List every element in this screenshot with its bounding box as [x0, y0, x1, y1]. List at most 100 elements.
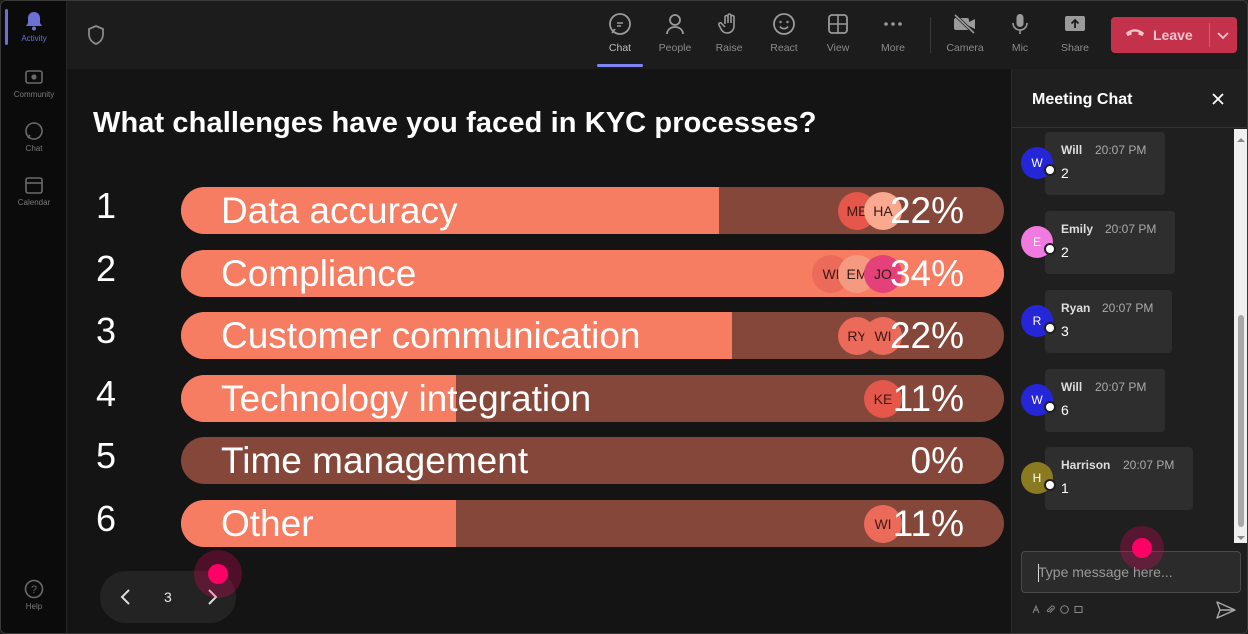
toolbar-label: Share — [1060, 42, 1090, 54]
shield-icon[interactable] — [87, 25, 105, 50]
rail-item-chat[interactable]: Chat — [1, 121, 67, 171]
chevron-down-icon[interactable] — [1215, 27, 1231, 48]
toolbar-share-button[interactable]: Share — [1050, 11, 1100, 61]
format-text-icon[interactable] — [1032, 604, 1041, 616]
chat-message-text: 3 — [1061, 323, 1069, 339]
poll-option-percent: 11% — [892, 503, 964, 544]
poll-option-label: Customer communication — [221, 315, 641, 356]
chevron-left-icon[interactable] — [114, 585, 138, 614]
gif-icon[interactable] — [1074, 605, 1083, 616]
rail-item-calendar[interactable]: Calendar — [1, 175, 67, 225]
camera-off-icon — [952, 11, 978, 37]
voter-avatars: KE — [864, 380, 902, 418]
poll-option-number: 2 — [96, 248, 117, 289]
poll-option-bar: Data accuracy HA ME 22% — [181, 187, 1004, 234]
scroll-down-arrow-icon[interactable] — [1237, 529, 1245, 547]
poll-option-label: Technology integration — [221, 378, 592, 419]
rail-label: Calendar — [17, 198, 51, 207]
toolbar-react-button[interactable]: React — [759, 11, 809, 61]
send-icon[interactable] — [1216, 601, 1236, 624]
presence-status-icon — [1044, 164, 1056, 176]
poll-option-number: 4 — [96, 373, 117, 414]
meeting-toolbar: Chat People Raise React View — [67, 1, 1247, 69]
poll-option-label: Time management — [221, 440, 529, 481]
chat-bubble: Will 20:07 PM 6 — [1045, 369, 1165, 432]
pointer-dot — [208, 564, 228, 584]
avatar[interactable]: R — [1021, 305, 1053, 337]
voter-avatar[interactable]: JO — [864, 255, 902, 293]
mic-icon — [1007, 11, 1033, 37]
chat-message-input[interactable]: Type message here... — [1021, 551, 1241, 593]
voter-avatars: JO EM WI — [812, 255, 902, 293]
svg-text:?: ? — [31, 584, 37, 596]
chat-timestamp: 20:07 PM — [1105, 222, 1157, 236]
scrollbar-thumb[interactable] — [1238, 315, 1244, 527]
voter-avatars: WI RY — [838, 317, 902, 355]
poll-option-bar: Compliance JO EM WI 34% — [181, 250, 1004, 297]
share-icon — [1062, 11, 1088, 37]
presence-status-icon — [1044, 479, 1056, 491]
toolbar-more-button[interactable]: More — [868, 11, 918, 61]
voter-avatar[interactable]: KE — [864, 380, 902, 418]
poll-option-bar: Technology integration KE 11% — [181, 375, 1004, 422]
rail-item-community[interactable]: Community — [1, 67, 67, 117]
phone-hangup-icon — [1125, 26, 1145, 44]
page-number: 3 — [164, 589, 172, 605]
rail-label: Activity — [21, 34, 47, 43]
chat-sender-name: Harrison — [1061, 458, 1111, 472]
chat-bubble: Will 20:07 PM 2 — [1045, 132, 1165, 195]
toolbar-camera-button[interactable]: Camera — [940, 11, 990, 61]
chat-message-text: 6 — [1061, 402, 1069, 418]
chat-message-text: 2 — [1061, 165, 1069, 181]
voter-avatars: WI — [864, 505, 902, 543]
chat-bubble: Emily 20:07 PM 2 — [1045, 211, 1175, 274]
calendar-icon — [24, 175, 44, 195]
toolbar-raise-button[interactable]: Raise — [704, 11, 754, 61]
leave-button[interactable]: Leave — [1111, 17, 1237, 53]
poll-option-percent: 11% — [892, 378, 964, 419]
scroll-up-arrow-icon[interactable] — [1237, 131, 1245, 149]
raise-hand-icon — [716, 11, 742, 37]
poll-option-number: 3 — [96, 310, 117, 351]
toolbar-view-button[interactable]: View — [813, 11, 863, 61]
poll-option-fill — [181, 187, 719, 234]
toolbar-people-button[interactable]: People — [650, 11, 700, 61]
close-icon[interactable] — [1210, 91, 1226, 112]
rail-label: Community — [13, 90, 55, 99]
poll-option-label: Compliance — [221, 253, 417, 294]
attach-icon[interactable] — [1046, 605, 1055, 616]
meeting-chat-panel: Meeting Chat Will 20:07 PM 2 W Emily 20:07 PM… — [1011, 69, 1247, 633]
chat-icon — [24, 121, 44, 141]
chat-message-text: 1 — [1061, 480, 1069, 496]
toolbar-chat-button[interactable]: Chat — [595, 11, 645, 61]
chat-timestamp: 20:07 PM — [1102, 301, 1154, 315]
chat-bubble: Ryan 20:07 PM 3 — [1045, 290, 1172, 353]
people-icon — [662, 11, 688, 37]
toolbar-label: Raise — [715, 42, 743, 54]
poll-results-stage: What challenges have you faced in KYC pr… — [68, 69, 1010, 633]
toolbar-label: View — [826, 42, 850, 54]
chevron-right-icon[interactable] — [200, 585, 224, 614]
community-icon — [24, 67, 44, 87]
presence-status-icon — [1044, 322, 1056, 334]
chat-sender-name: Will — [1061, 380, 1083, 394]
rail-item-activity[interactable]: Activity — [1, 11, 67, 61]
rail-item-help[interactable]: ? Help — [1, 579, 67, 629]
text-caret — [1038, 564, 1039, 582]
poll-option-label: Other — [221, 503, 314, 544]
voter-avatar[interactable]: WI — [864, 505, 902, 543]
toolbar-label: React — [770, 42, 798, 54]
chat-header-divider — [1012, 127, 1247, 128]
toolbar-mic-button[interactable]: Mic — [995, 11, 1045, 61]
chat-bubble: Harrison 20:07 PM 1 — [1045, 447, 1193, 510]
chat-scrollbar[interactable] — [1234, 129, 1247, 543]
poll-option-bar: Time management 0% — [181, 437, 1004, 484]
voter-avatar[interactable]: WI — [864, 317, 902, 355]
poll-option-number: 6 — [96, 498, 117, 539]
voter-avatar[interactable]: HA — [864, 192, 902, 230]
poll-option-fill — [181, 375, 456, 422]
toolbar-label: Mic — [1011, 42, 1029, 54]
emoji-icon[interactable] — [1060, 605, 1069, 616]
pointer-dot — [1132, 538, 1152, 558]
